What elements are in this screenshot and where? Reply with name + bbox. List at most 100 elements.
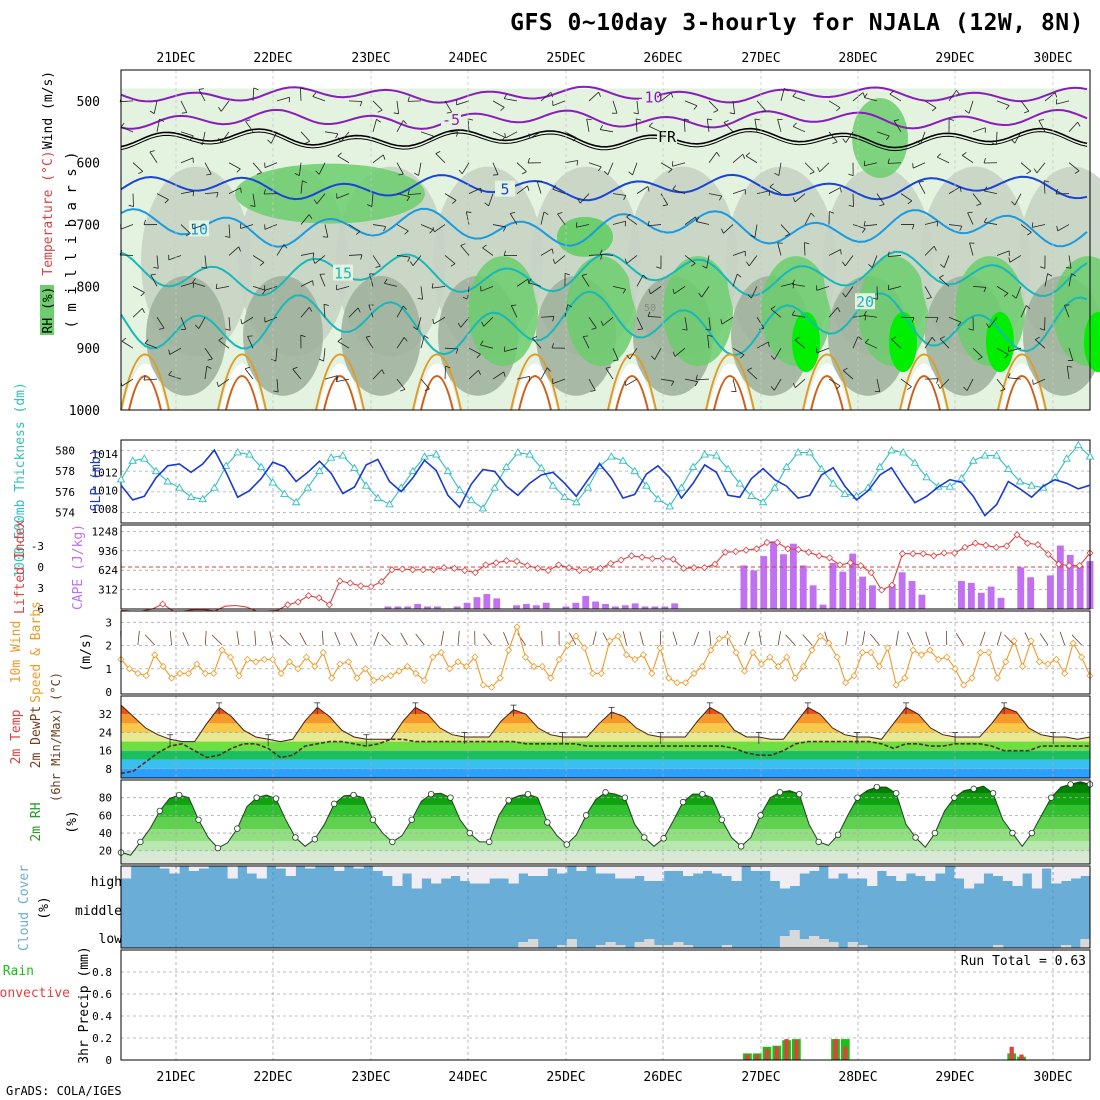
humidity-point [563, 841, 570, 848]
lifted-index-tick: 6 [37, 603, 44, 616]
cape-bar [631, 603, 639, 609]
wind-barb [865, 342, 878, 349]
isotherm-line [217, 353, 267, 411]
date-axis-bottom: 21DEC 22DEC 23DEC 24DEC 25DEC 26DEC 27DEC 28DEC… [156, 1070, 1072, 1085]
high-cloud-gap [905, 866, 917, 874]
wind-barb [480, 285, 494, 292]
lifted-index-point [742, 546, 750, 554]
wind-barb [871, 255, 878, 268]
wind-barb-flag [458, 169, 463, 175]
wind-barb [252, 162, 262, 173]
wind-barb-flag [791, 279, 795, 285]
wind-barb [900, 193, 913, 202]
wind-barb-flag [939, 336, 945, 340]
pressure-tick: 700 [77, 219, 100, 234]
wind-barb [180, 157, 194, 164]
temperature-line [120, 704, 1091, 743]
wind-barb-flag [300, 87, 306, 90]
rh-fill-green [468, 256, 538, 367]
high-cloud-gap [644, 866, 655, 881]
lifted-index-point [1076, 562, 1084, 570]
wind-speed-point [892, 681, 900, 689]
wind-barb [540, 92, 552, 102]
low-cloud-gap [828, 942, 839, 948]
wind-barb-flag [1035, 336, 1040, 340]
precip-convective-bar [764, 1049, 770, 1060]
wind-barb [324, 131, 338, 135]
wind-barb-flag [197, 141, 203, 145]
wind-speed-point [218, 646, 226, 654]
wind-barb [996, 347, 1009, 355]
wind-barb-flag [198, 88, 204, 90]
wind-barb-flag [250, 205, 256, 207]
wind-speed-point [387, 672, 395, 680]
wind-barb-flag [337, 137, 342, 143]
wind-barb-flag [1011, 139, 1016, 144]
high-cloud-gap [983, 866, 994, 874]
date-label-top: 26DEC [643, 51, 682, 66]
thickness-point [887, 445, 896, 454]
humidity-point [253, 794, 260, 801]
high-cloud-gap [973, 866, 984, 884]
high-cloud-gap [1022, 866, 1033, 874]
cape-bar [473, 597, 481, 609]
isotherm-line [1005, 375, 1039, 411]
humidity-point [350, 791, 357, 799]
wind-barb [434, 224, 446, 233]
precip-convective-label: Convective [0, 986, 70, 1001]
cape-bar [384, 606, 392, 609]
wind-barb [948, 224, 962, 227]
wind-barb-flag [1067, 365, 1073, 368]
wind-barb-flag [400, 389, 406, 392]
wind-barb-flag [907, 200, 913, 205]
temperature-band [121, 714, 1090, 724]
thickness-point [583, 483, 593, 491]
wind-barb [828, 307, 838, 318]
wind-barb-flag [164, 199, 169, 204]
wind-barb [492, 162, 499, 175]
wind-speed-point [260, 655, 268, 664]
high-cloud-gap [595, 866, 606, 874]
high-cloud-gap [808, 866, 820, 871]
wind-barb [962, 155, 974, 164]
wind-speed-point [858, 648, 867, 657]
wind-barb [180, 131, 194, 137]
rh-fill-dry [610, 363, 654, 410]
high-cloud-gap [847, 866, 858, 879]
wind-barb [636, 274, 644, 287]
wind-barb-flag [736, 273, 742, 278]
wind-barb [252, 193, 256, 207]
rh-legend-swatch [40, 285, 54, 335]
precip-tick: 0 [105, 1054, 112, 1067]
humidity-point [931, 829, 939, 837]
wind-barb [433, 316, 446, 325]
cape-tick: 312 [98, 584, 118, 597]
wind-speed-point [951, 665, 959, 673]
wind-barb-flag [642, 274, 647, 279]
high-cloud-gap [876, 866, 888, 871]
cape-bar [1017, 567, 1025, 609]
thickness-axis-label: 1000-500mb Thickness (dm) [13, 382, 28, 578]
wind-barb-flag [907, 386, 912, 390]
wind-barb [660, 162, 673, 170]
wind-barb [795, 378, 806, 389]
wind-barb-flag [432, 318, 435, 324]
dewpoint-axis-label: 2m DewPt [29, 706, 44, 769]
wind-barb [348, 224, 361, 232]
temperature-band [121, 768, 1090, 778]
wind-barb [967, 212, 974, 225]
wind-barb [924, 286, 932, 298]
isotherm-label: -5 [442, 111, 460, 129]
wind-barb [708, 152, 718, 163]
wind-speed-point [1061, 669, 1069, 677]
wind-barb-flag [599, 124, 603, 130]
wind-barb-flag [216, 381, 219, 387]
wind-barb-flag [446, 111, 452, 114]
precip-axis-label: 3hr Precip (mm) [77, 946, 92, 1063]
wind-barb-flag [1054, 92, 1058, 98]
date-label-top: 28DEC [838, 51, 877, 66]
surface-wind-barb [1004, 634, 1015, 646]
thickness-point [478, 504, 488, 512]
wind-speed-point [901, 674, 909, 682]
surface-wind-barb [381, 634, 391, 646]
